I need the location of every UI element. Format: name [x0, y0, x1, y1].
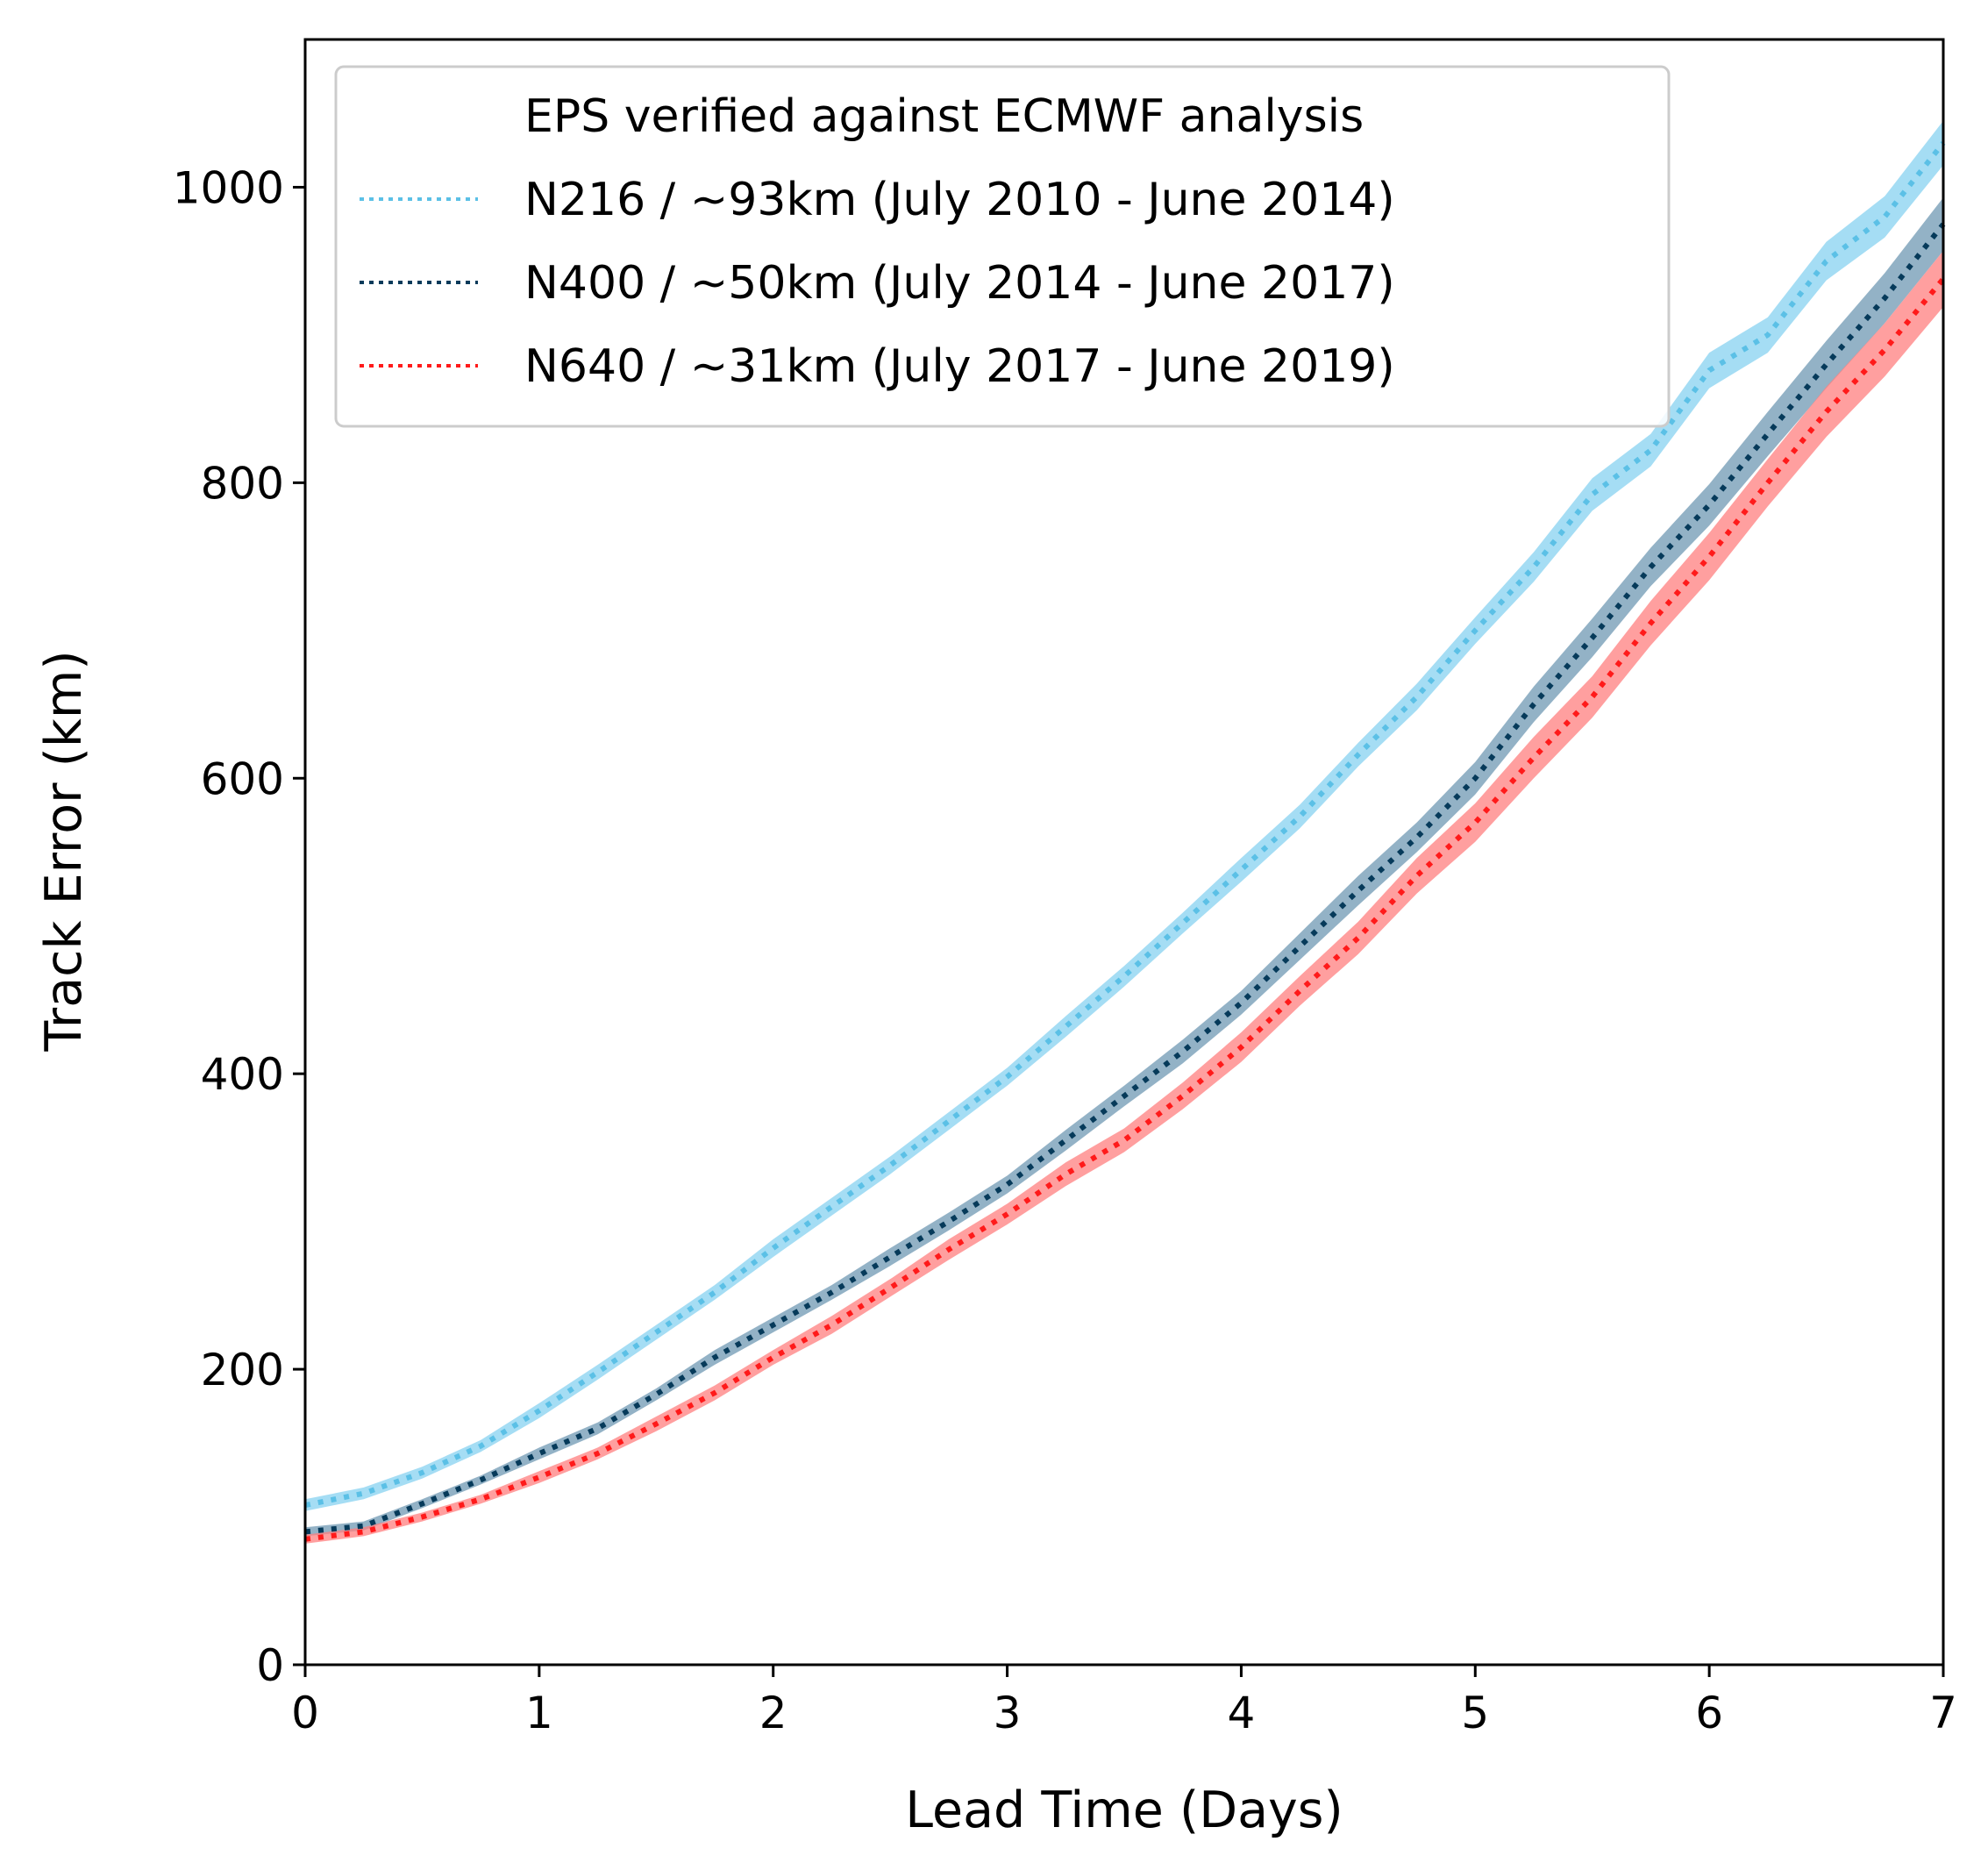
series-line-2 [304, 222, 1946, 1535]
y-axis-label: Track Error (km) [35, 650, 93, 1052]
x-axis-label: Lead Time (Days) [905, 1781, 1343, 1839]
series-line-3 [304, 276, 1946, 1542]
x-tick-label: 7 [1929, 1688, 1957, 1738]
y-tick-label: 1000 [173, 162, 284, 213]
y-tick-label: 200 [201, 1345, 284, 1395]
x-tick-label: 6 [1695, 1688, 1723, 1738]
x-tick-label: 4 [1228, 1688, 1256, 1738]
x-tick-label: 3 [994, 1688, 1022, 1738]
axes-frame [303, 38, 1945, 1667]
x-tick-label: 2 [759, 1688, 787, 1738]
legend-frame [334, 65, 1671, 428]
y-tick-label: 400 [201, 1049, 284, 1100]
legend-label-3: N640 / ~31km (July 2017 - June 2019) [524, 340, 1395, 393]
x-tick-label: 1 [525, 1688, 553, 1738]
plot-area [304, 120, 1946, 1544]
legend-entries: N216 / ~93km (July 2010 - June 2014) N400… [360, 174, 1395, 393]
legend-label-2: N400 / ~50km (July 2014 - June 2017) [524, 257, 1395, 310]
series-lines [304, 141, 1946, 1542]
y-tick-label: 600 [201, 753, 284, 804]
x-tick-label: 0 [291, 1688, 319, 1738]
legend: EPS verified against ECMWF analysis N216… [334, 65, 1671, 428]
legend-title: EPS verified against ECMWF analysis [524, 90, 1364, 143]
y-axis-ticks: 0 200 400 600 800 1000 [173, 162, 305, 1691]
y-tick-label: 0 [256, 1640, 284, 1691]
y-tick-label: 800 [201, 458, 284, 509]
x-axis-ticks: 0 1 2 3 4 5 6 7 [291, 1665, 1957, 1738]
x-tick-label: 5 [1461, 1688, 1489, 1738]
legend-label-1: N216 / ~93km (July 2010 - June 2014) [524, 174, 1395, 226]
